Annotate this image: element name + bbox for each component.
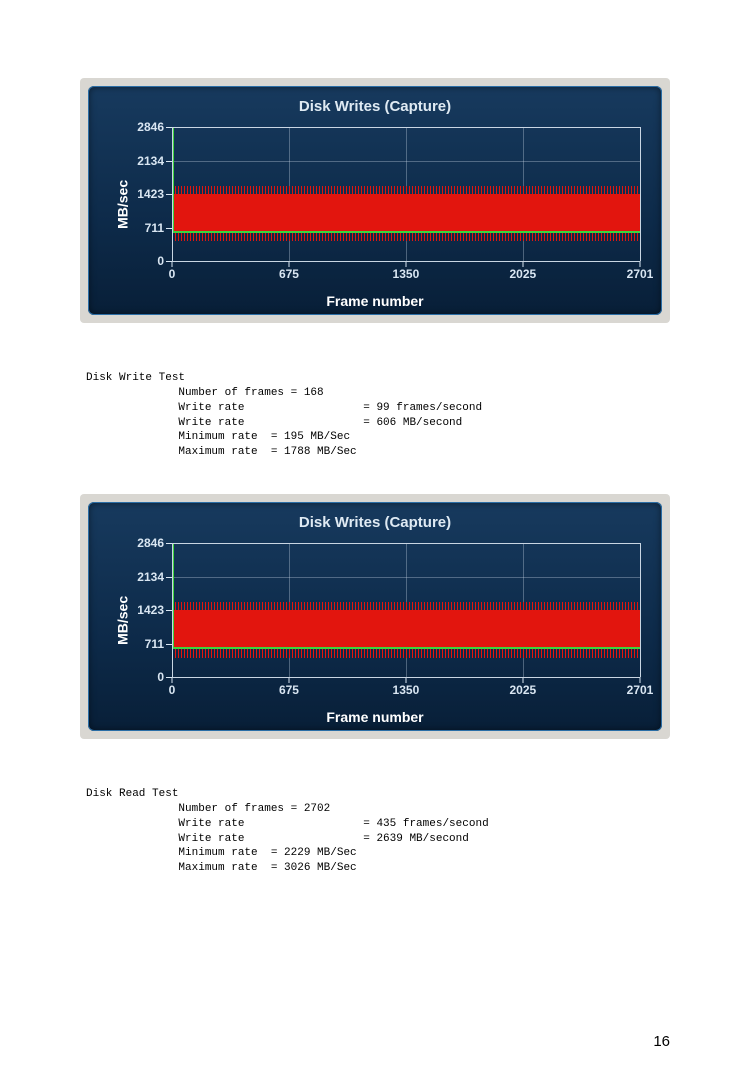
x-axis-line — [172, 261, 640, 262]
series-red-band — [172, 194, 640, 231]
series-green-settle1 — [172, 231, 184, 233]
stats-1: Disk Write Test Number of frames = 168 W… — [86, 371, 670, 460]
chart-1-container: Disk Writes (Capture) MB/sec071114232134… — [80, 78, 670, 323]
ytick-label: 0 — [124, 670, 164, 684]
xtick-label: 0 — [169, 683, 176, 697]
xtick-label: 675 — [279, 267, 299, 281]
top-frame — [172, 543, 640, 544]
x-axis-line — [172, 677, 640, 678]
ytick-label: 2846 — [124, 536, 164, 550]
ytick-label: 2846 — [124, 120, 164, 134]
stats-2: Disk Read Test Number of frames = 2702 W… — [86, 787, 670, 876]
series-green-settle1 — [172, 647, 184, 649]
top-frame — [172, 127, 640, 128]
series-red-noise-top — [172, 602, 640, 612]
ytick-label: 2134 — [124, 154, 164, 168]
series-red-noise-bottom — [172, 648, 640, 658]
xtick-label: 2701 — [627, 267, 654, 281]
xtick-label: 2701 — [627, 683, 654, 697]
xtick-label: 2025 — [510, 267, 537, 281]
series-red-band — [172, 610, 640, 647]
chart-1-panel: Disk Writes (Capture) MB/sec071114232134… — [88, 86, 662, 315]
y-axis-line — [172, 543, 173, 677]
ytick-label: 1423 — [124, 603, 164, 617]
series-red-noise-bottom — [172, 231, 640, 241]
ytick-label: 1423 — [124, 187, 164, 201]
chart-2-xlabel: Frame number — [102, 709, 648, 725]
chart-2-container: Disk Writes (Capture) MB/sec071114232134… — [80, 494, 670, 739]
xtick-label: 1350 — [393, 683, 420, 697]
xtick-label: 2025 — [510, 683, 537, 697]
series-red-noise-top — [172, 186, 640, 196]
chart-1-xlabel: Frame number — [102, 293, 648, 309]
ytick-label: 2134 — [124, 570, 164, 584]
series-green-line — [184, 231, 640, 233]
chart-2-panel: Disk Writes (Capture) MB/sec071114232134… — [88, 502, 662, 731]
chart-2-plot: MB/sec07111423213428460675135020252701 — [102, 537, 648, 707]
ytick-label: 711 — [124, 637, 164, 651]
ytick-label: 711 — [124, 221, 164, 235]
xtick-label: 0 — [169, 267, 176, 281]
chart-2-title: Disk Writes (Capture) — [102, 514, 648, 531]
y-axis-line — [172, 127, 173, 261]
right-frame — [640, 543, 641, 677]
series-green-line — [184, 647, 640, 649]
xtick-label: 1350 — [393, 267, 420, 281]
chart-1-plot: MB/sec07111423213428460675135020252701 — [102, 121, 648, 291]
page-number: 16 — [653, 1033, 670, 1050]
xtick-label: 675 — [279, 683, 299, 697]
page: Disk Writes (Capture) MB/sec071114232134… — [0, 0, 750, 1084]
ytick-label: 0 — [124, 254, 164, 268]
chart-1-title: Disk Writes (Capture) — [102, 98, 648, 115]
right-frame — [640, 127, 641, 261]
